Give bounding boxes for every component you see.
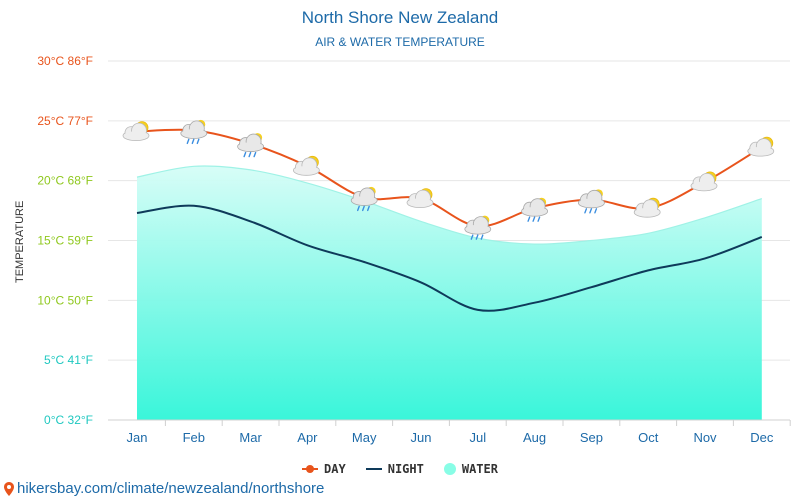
cloud-shape: [690, 172, 718, 192]
legend-item-night[interactable]: NIGHT: [365, 462, 424, 476]
cloud-fill: [634, 207, 660, 217]
weather-partly-cloudy-icon: [122, 121, 150, 142]
cloud-fill: [238, 142, 263, 151]
legend: DAY NIGHT WATER: [0, 462, 800, 476]
legend-water-swatch: [443, 463, 456, 475]
cloud-fill: [181, 129, 207, 138]
weather-cloudy-rain-icon: [350, 186, 378, 212]
cloud-fill: [522, 206, 547, 216]
x-tick-label: Jan: [127, 430, 148, 445]
cloud-shape: [180, 120, 208, 139]
source-link[interactable]: hikersbay.com/climate/newzealand/northsh…: [4, 480, 324, 497]
x-tick-label: Jun: [411, 430, 432, 445]
x-tick-label: Apr: [297, 430, 318, 445]
legend-item-water[interactable]: WATER: [443, 462, 498, 476]
cloud-shape: [633, 199, 661, 218]
rain-drop: [475, 234, 479, 240]
rain-drop: [357, 205, 360, 212]
legend-night-label: NIGHT: [387, 462, 424, 476]
weather-cloudy-rain-icon: [521, 197, 548, 222]
cloud-shape: [464, 216, 492, 235]
y-tick-label: 25°C 77°F: [37, 114, 93, 128]
rain-drop: [196, 138, 200, 145]
rain-drop: [253, 151, 257, 158]
night-line: [136, 204, 763, 312]
rain-drop: [527, 216, 531, 222]
y-axis: 0°C 32°F 5°C 41°F 10°C 50°F 15°C 59°F 20°C 6…: [37, 54, 93, 427]
cloud-shape: [292, 157, 320, 176]
rain-drop: [480, 234, 484, 240]
location-pin-icon: [4, 481, 14, 496]
cloud-fill: [123, 131, 149, 140]
cloud-fill: [579, 198, 604, 208]
weather-partly-cloudy-icon: [633, 197, 661, 218]
rain-drop: [243, 151, 247, 158]
y-tick-label: 15°C 59°F: [37, 234, 93, 248]
rain-drop: [191, 138, 195, 145]
weather-cloudy-rain-icon: [464, 215, 492, 240]
rain-drop: [532, 216, 536, 222]
x-tick-label: Feb: [183, 430, 205, 445]
cloud-fill: [407, 198, 433, 207]
x-tick-label: Aug: [523, 430, 546, 445]
source-url: hikersbay.com/climate/newzealand/northsh…: [17, 480, 325, 497]
legend-water-label: WATER: [461, 462, 498, 476]
cloud-shape: [747, 138, 775, 157]
rain-drop: [589, 208, 593, 214]
cloud-fill: [691, 181, 717, 191]
chart-subtitle: AIR & WATER TEMPERATURE: [315, 35, 485, 49]
x-tick-label: Nov: [693, 430, 717, 445]
water-series: [136, 165, 762, 420]
weather-partly-cloudy-icon: [690, 171, 718, 192]
x-axis: Jan Feb Mar Apr May Jun Jul Aug Sep Oct Nov Dec: [108, 419, 791, 445]
water-area: [137, 165, 762, 420]
cloud-shape: [578, 189, 605, 209]
cloud-shape: [350, 187, 378, 206]
rain-drop: [594, 208, 598, 214]
weather-partly-cloudy-icon: [292, 155, 320, 176]
legend-night-swatch: [365, 468, 382, 470]
y-tick-label: 30°C 86°F: [37, 54, 93, 68]
rain-drop: [537, 216, 541, 222]
legend-day-label: DAY: [324, 462, 346, 476]
rain-drop: [362, 205, 365, 212]
water-line: [136, 165, 762, 245]
rain-drop: [470, 234, 474, 240]
cloud-fill: [748, 146, 774, 156]
x-tick-label: Dec: [750, 430, 774, 445]
weather-partly-cloudy-icon: [747, 136, 775, 157]
weather-overcast-sun-icon: [406, 188, 434, 209]
rain-drop: [186, 138, 190, 145]
y-tick-label: 20°C 68°F: [37, 174, 93, 188]
x-tick-label: Oct: [638, 430, 659, 445]
rain-drop: [367, 205, 370, 212]
x-tick-label: Jul: [469, 430, 486, 445]
weather-icons: [122, 119, 775, 240]
cloud-fill: [465, 224, 491, 234]
legend-day-swatch: [302, 465, 319, 473]
weather-cloudy-rain-icon: [578, 189, 605, 214]
weather-cloudy-rain-icon: [237, 133, 265, 158]
rain-drop: [584, 208, 588, 214]
chart-title: North Shore New Zealand: [301, 8, 499, 27]
night-series: [136, 204, 763, 312]
cloud-shape: [521, 198, 548, 217]
y-tick-label: 0°C 32°F: [44, 413, 93, 427]
cloud-fill: [294, 166, 319, 175]
x-tick-label: May: [352, 430, 377, 445]
cloud-shape: [122, 122, 150, 142]
x-tick-label: Mar: [239, 430, 262, 445]
legend-item-day[interactable]: DAY: [302, 462, 346, 476]
cloud-shape: [406, 189, 434, 209]
x-tick-label: Sep: [580, 430, 603, 445]
cloud-shape: [237, 133, 265, 152]
cloud-fill: [351, 196, 377, 205]
y-tick-label: 10°C 50°F: [37, 293, 93, 307]
rain-drop: [248, 151, 252, 158]
weather-cloudy-rain-icon: [180, 119, 208, 145]
y-tick-label: 5°C 41°F: [44, 353, 93, 367]
